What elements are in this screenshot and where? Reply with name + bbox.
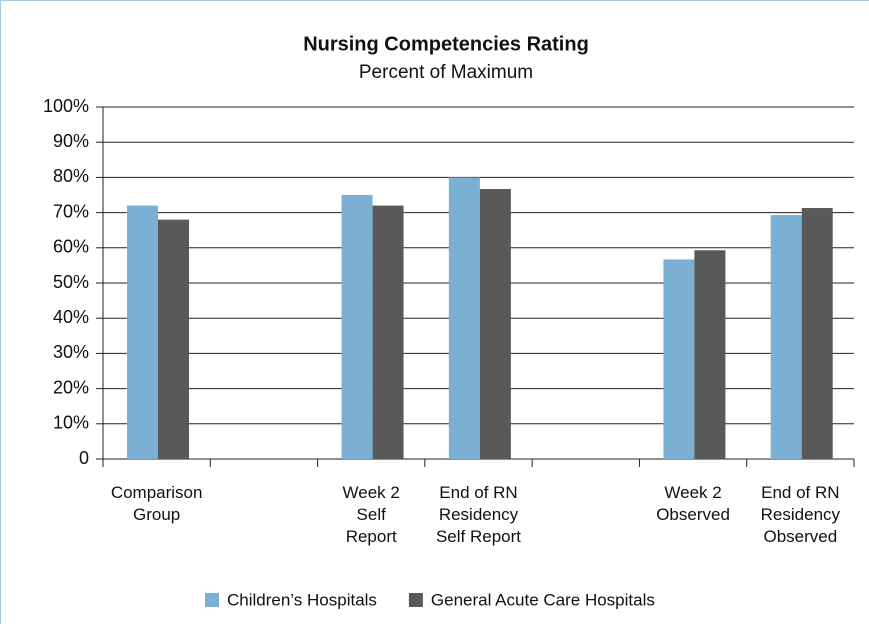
y-tick-label: 20%	[53, 377, 89, 397]
x-tick-label: End of RN Residency Observed	[760, 483, 841, 546]
x-tick-label: Week 2 Self Report	[342, 483, 400, 546]
y-tick-label: 40%	[53, 307, 89, 327]
bar	[448, 177, 480, 459]
y-tick-label: 30%	[53, 342, 89, 362]
x-tick-label: Comparison Group	[110, 483, 203, 524]
x-tick-label: End of RN Residency Self Report	[435, 483, 522, 546]
y-tick-label: 70%	[53, 201, 89, 221]
y-tick-label: 90%	[53, 131, 89, 151]
bar	[479, 189, 511, 460]
legend-swatch	[205, 593, 219, 607]
bar	[694, 250, 726, 459]
x-tick-label: Week 2 Observed	[656, 483, 730, 524]
legend-label: Children’s Hospitals	[227, 590, 377, 609]
bar	[127, 205, 158, 459]
y-tick-label: 100%	[43, 96, 89, 116]
chart-title: Nursing Competencies Rating	[303, 33, 589, 55]
y-tick-label: 60%	[53, 237, 89, 257]
bar	[770, 215, 802, 459]
y-tick-label: 80%	[53, 166, 89, 186]
legend-swatch	[408, 593, 423, 607]
bar	[158, 219, 189, 459]
y-tick-label: 10%	[53, 413, 89, 433]
bar	[372, 205, 404, 459]
y-tick-label: 0	[79, 448, 89, 468]
bar	[341, 195, 373, 459]
chart-subtitle: Percent of Maximum	[359, 62, 533, 83]
bar	[663, 259, 695, 459]
legend-label: General Acute Care Hospitals	[431, 590, 655, 609]
bar	[801, 208, 833, 459]
y-tick-label: 50%	[53, 272, 89, 292]
